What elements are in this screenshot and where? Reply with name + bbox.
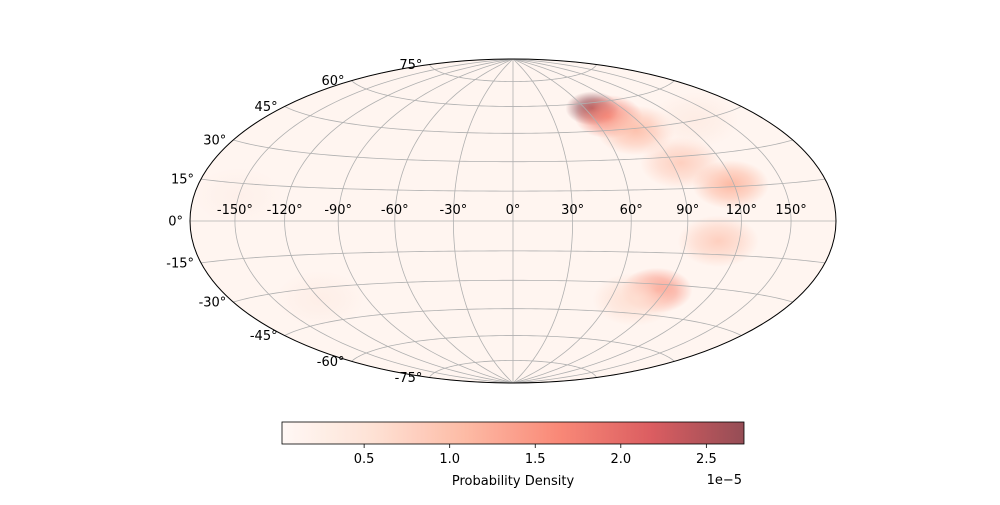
colorbar: 0.5 1.0 1.5 2.0 2.5 1e−5 Probability Density (281, 421, 745, 489)
parallel-line (429, 64, 597, 82)
latitude-tick-label: -45° (250, 329, 278, 344)
density-blob (592, 272, 677, 326)
colorbar-ticks: 0.5 1.0 1.5 2.0 2.5 (354, 444, 717, 467)
longitude-tick-label: -90° (324, 203, 352, 218)
colorbar-tick-label: 1.5 (525, 452, 546, 467)
colorbar-gradient (281, 421, 745, 445)
latitude-tick-label: 30° (203, 134, 226, 149)
longitude-tick-label: 0° (506, 203, 521, 218)
parallel-line (233, 279, 793, 303)
longitude-tick-label: -120° (267, 203, 303, 218)
longitude-tick-label: 150° (775, 203, 806, 218)
density-blob (692, 160, 770, 209)
parallel-line (351, 335, 675, 362)
longitude-tick-label: 30° (561, 203, 584, 218)
colorbar-tick-label: 2.0 (610, 452, 631, 467)
parallel-line (351, 80, 675, 107)
parallel-line (284, 308, 742, 336)
latitude-tick-label: 0° (168, 215, 183, 230)
latitude-tick-label: -60° (317, 355, 345, 370)
latitude-tick-label: -15° (166, 256, 194, 271)
latitude-tick-labels: 75° 60° 45° 30° 15° 0° -15° -30° -45° -60° -75° (166, 58, 422, 386)
colorbar-offset-text: 1e−5 (707, 473, 742, 488)
latitude-tick-label: -75° (395, 371, 423, 386)
map-area (189, 58, 837, 384)
parallel-line (429, 360, 597, 378)
graticule (190, 59, 836, 383)
colorbar-tick-label: 2.5 (696, 452, 717, 467)
latitude-tick-label: 15° (171, 173, 194, 188)
latitude-tick-label: -30° (199, 296, 227, 311)
parallel-line (200, 250, 826, 264)
longitude-tick-label: -150° (217, 203, 253, 218)
longitude-tick-label: -30° (440, 203, 468, 218)
parallel-line (200, 178, 826, 192)
longitude-tick-label: 60° (620, 203, 643, 218)
longitude-tick-label: -60° (381, 203, 409, 218)
colorbar-tick-label: 1.0 (439, 452, 460, 467)
colorbar-label: Probability Density (452, 474, 575, 489)
map-outline (189, 58, 837, 384)
longitude-tick-label: 120° (726, 203, 757, 218)
colorbar-tick-label: 0.5 (354, 452, 375, 467)
parallel-line (233, 139, 793, 163)
density-blob (677, 215, 759, 267)
latitude-tick-label: 45° (255, 100, 278, 115)
longitude-tick-labels: -150° -120° -90° -60° -30° 0° 30° 60° 90° 120° 150… (217, 203, 807, 218)
longitude-tick-label: 90° (676, 203, 699, 218)
latitude-tick-label: 75° (399, 58, 422, 73)
latitude-tick-label: 60° (321, 74, 344, 89)
parallel-line (284, 106, 742, 134)
